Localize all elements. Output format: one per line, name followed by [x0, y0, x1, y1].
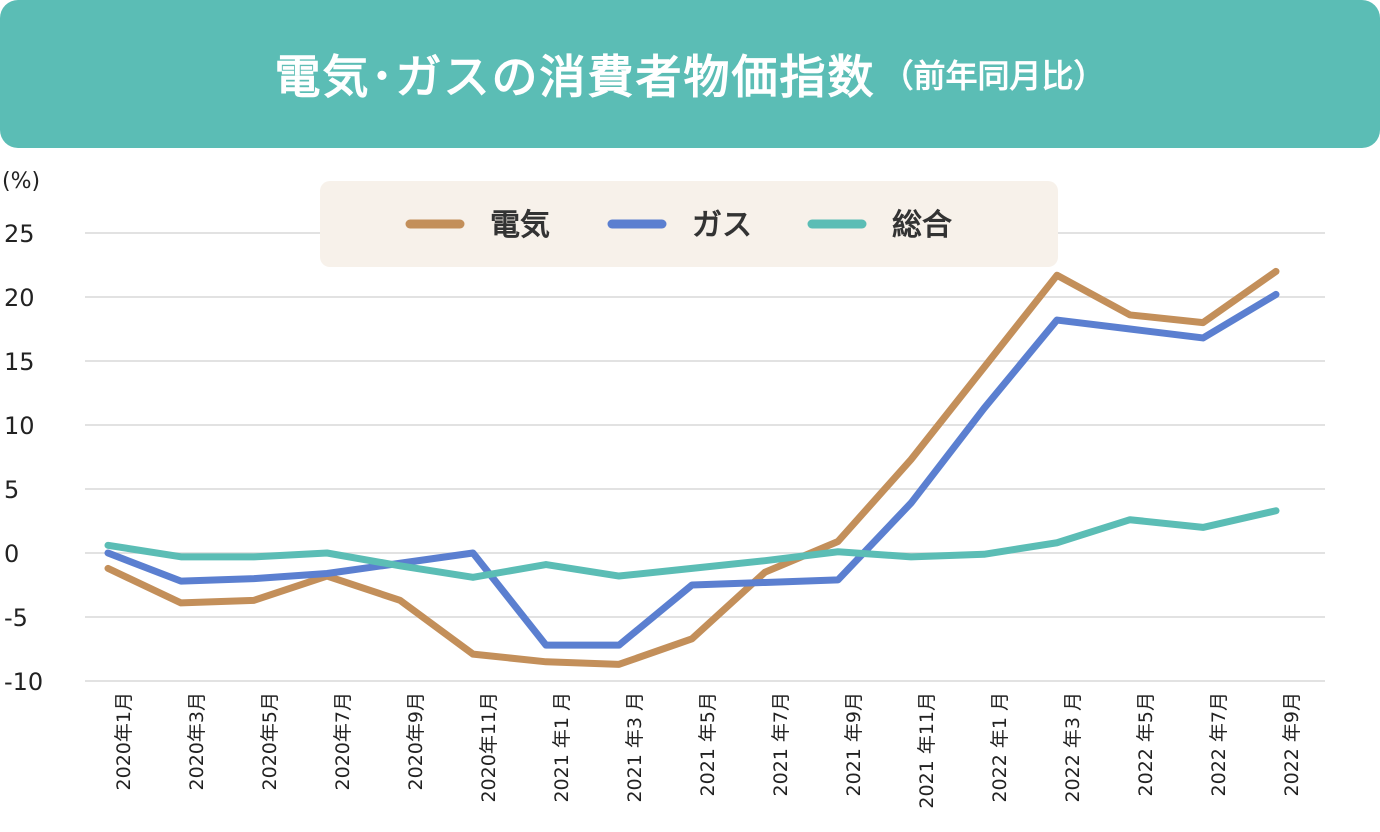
y-tick-label: 20: [4, 284, 35, 312]
grid-lines: [85, 232, 1325, 682]
series-line-3: [104, 507, 1280, 581]
x-tick-label: 2021 年3 月: [624, 692, 646, 803]
y-axis-ticks: 25 20 15 10 5 0 -5 -10: [4, 220, 43, 696]
series-line-2: [104, 290, 1280, 649]
series-lines: [104, 267, 1280, 668]
x-tick-label: 2022 年9月: [1281, 692, 1303, 796]
x-tick-label: 2022 年3 月: [1062, 692, 1084, 803]
x-axis-ticks: 2020年1月 2020年3月 2020年5月 2020年7月 2020年9月 2020年…: [113, 692, 1303, 809]
x-tick-label: 2022 年1 月: [989, 692, 1011, 803]
x-tick-label: 2021 年7月: [770, 692, 792, 796]
y-tick-label: 10: [4, 412, 35, 440]
x-tick-label: 2020年9月: [405, 692, 427, 790]
x-tick-label: 2020年11月: [478, 692, 500, 803]
x-tick-label: 2020年5月: [259, 692, 281, 790]
series-line-1: [104, 267, 1280, 668]
legend-label-2: ガス: [692, 208, 752, 243]
x-tick-label: 2021 年11月: [916, 692, 938, 809]
x-tick-label: 2021 年5月: [697, 692, 719, 796]
x-tick-label: 2021 年1 月: [551, 692, 573, 803]
x-tick-label: 2020年7月: [332, 692, 354, 790]
x-tick-label: 2022 年5月: [1135, 692, 1157, 796]
chart-subtitle: （前年同月比）: [881, 57, 1106, 95]
legend-label-1: 電気: [490, 208, 550, 243]
legend: 電気 ガス 総合: [320, 181, 1058, 267]
x-tick-label: 2021 年9月: [843, 692, 865, 796]
y-tick-label: 0: [4, 540, 19, 568]
x-tick-label: 2020年1月: [113, 692, 135, 790]
y-tick-label: -5: [4, 604, 28, 632]
y-tick-label: 25: [4, 220, 35, 248]
legend-label-3: 総合: [892, 208, 952, 243]
x-tick-label: 2022 年7月: [1208, 692, 1230, 796]
x-tick-label: 2020年3月: [186, 692, 208, 790]
legend-background: [320, 181, 1058, 267]
y-axis-unit-label: (%): [2, 169, 40, 194]
y-tick-label: 15: [4, 348, 35, 376]
y-tick-label: -10: [4, 668, 43, 696]
chart-title: 電気･ガスの消費者物価指数: [274, 50, 876, 104]
chart-title-banner: 電気･ガスの消費者物価指数 （前年同月比）: [0, 0, 1380, 148]
y-tick-label: 5: [4, 476, 19, 504]
